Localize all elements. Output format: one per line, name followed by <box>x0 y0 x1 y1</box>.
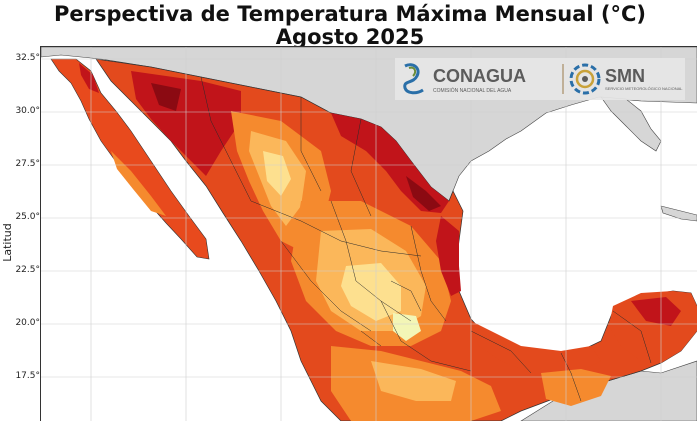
guerrero-cool <box>371 361 456 401</box>
conagua-name: CONAGUA <box>433 66 526 86</box>
map-title: Perspectiva de Temperatura Máxima Mensua… <box>54 2 646 26</box>
yucatan-hot <box>631 297 681 326</box>
y-tick-22-5: 22.5° <box>15 265 40 275</box>
sonora-dark <box>151 83 181 111</box>
florida <box>600 96 662 152</box>
y-tick-27-5: 27.5° <box>15 159 40 169</box>
logo-banner: CONAGUA COMISIÓN NACIONAL DEL AGUA SMN S… <box>395 58 685 100</box>
tabasco-warm <box>471 321 601 376</box>
central-cooler <box>341 263 401 321</box>
conagua-subtitle: COMISIÓN NACIONAL DEL AGUA <box>433 87 512 94</box>
baja-hot <box>79 63 99 93</box>
state-borders <box>200 76 652 402</box>
gulf-coast <box>436 216 461 296</box>
chihuahua-cooler <box>263 151 291 196</box>
conagua-logo: CONAGUA COMISIÓN NACIONAL DEL AGUA <box>403 63 526 95</box>
smn-logo: SMN SERVICIO METEOROLÓGICO NACIONAL <box>569 63 683 95</box>
central-coolest <box>393 313 421 341</box>
y-tick-25-0: 25.0° <box>15 212 40 222</box>
y-tick-17-5: 17.5° <box>15 371 40 381</box>
baja-california <box>50 58 210 260</box>
northeast-dark <box>406 176 441 211</box>
y-tick-32-5: 32.5° <box>15 53 40 63</box>
map-subtitle: Agosto 2025 <box>275 25 425 49</box>
cuba <box>660 205 697 222</box>
smn-name: SMN <box>605 66 645 86</box>
map-canvas <box>40 46 697 421</box>
smn-subtitle: SERVICIO METEOROLÓGICO NACIONAL <box>605 86 683 91</box>
baja-cool <box>111 151 166 216</box>
y-tick-20-0: 20.0° <box>15 318 40 328</box>
graticule <box>41 47 697 421</box>
y-tick-30-0: 30.0° <box>15 106 40 116</box>
y-axis-label: Latitud <box>0 223 14 262</box>
